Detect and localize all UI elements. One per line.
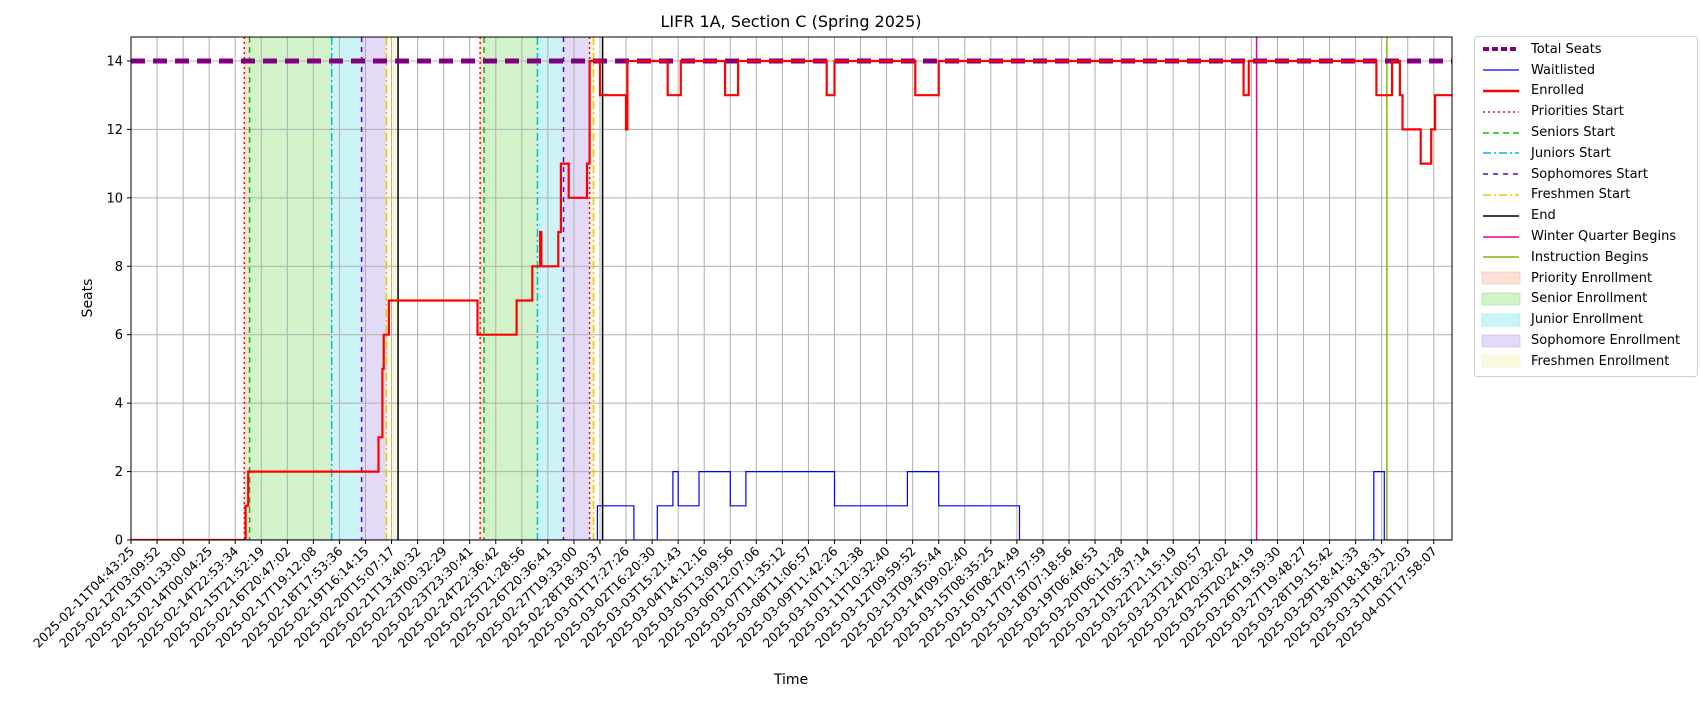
legend-item: Sophomore Enrollment xyxy=(1481,330,1691,351)
series-line-waitlisted xyxy=(131,471,1452,540)
series-line-enrolled xyxy=(131,59,1452,540)
legend-swatch xyxy=(1481,354,1521,368)
legend-swatch xyxy=(1481,42,1521,56)
legend-item: Juniors Start xyxy=(1481,143,1691,164)
legend-swatch xyxy=(1481,146,1521,160)
legend-label: Sophomore Enrollment xyxy=(1531,333,1681,349)
legend-item: Enrolled xyxy=(1481,81,1691,102)
phase-span-junior-enrollment xyxy=(331,37,362,540)
y-tick-label: 12 xyxy=(106,123,123,138)
legend-item: Total Seats xyxy=(1481,39,1691,60)
legend-item: Senior Enrollment xyxy=(1481,289,1691,310)
legend-label: Seniors Start xyxy=(1531,125,1616,141)
legend-item: Freshmen Start xyxy=(1481,185,1691,206)
phase-span-sophomore-enrollment xyxy=(563,37,590,540)
legend-label: Enrolled xyxy=(1531,83,1584,99)
y-tick-label: 14 xyxy=(106,54,123,69)
legend-item: Seniors Start xyxy=(1481,122,1691,143)
legend-label: Sophomores Start xyxy=(1531,166,1648,182)
legend-swatch xyxy=(1481,271,1521,285)
legend-item: Instruction Begins xyxy=(1481,247,1691,268)
chart-title: LIFR 1A, Section C (Spring 2025) xyxy=(660,12,921,31)
phase-span-senior-enrollment xyxy=(249,37,332,540)
legend-item: Waitlisted xyxy=(1481,60,1691,81)
phase-span-freshmen-enrollment xyxy=(386,37,399,540)
legend-swatch xyxy=(1481,126,1521,140)
legend-item: Priorities Start xyxy=(1481,101,1691,122)
x-axis-label: Time xyxy=(773,672,808,688)
plot-area xyxy=(131,37,1452,540)
legend-item: Freshmen Enrollment xyxy=(1481,351,1691,372)
legend-swatch xyxy=(1481,167,1521,181)
legend-label: Winter Quarter Begins xyxy=(1531,229,1677,245)
legend-swatch xyxy=(1481,84,1521,98)
y-tick-label: 2 xyxy=(115,465,123,480)
legend-item: End xyxy=(1481,205,1691,226)
legend-swatch xyxy=(1481,292,1521,306)
phase-span-priority-enrollment xyxy=(244,37,250,540)
legend-label: Waitlisted xyxy=(1531,62,1596,78)
y-axis-label: Seats xyxy=(80,279,96,318)
legend-label: End xyxy=(1531,208,1556,224)
legend-item: Junior Enrollment xyxy=(1481,309,1691,330)
y-tick-label: 6 xyxy=(115,328,123,343)
legend-swatch xyxy=(1481,230,1521,244)
y-tick-label: 4 xyxy=(115,397,123,412)
legend-swatch xyxy=(1481,105,1521,119)
legend-label: Juniors Start xyxy=(1531,145,1611,161)
legend-swatch xyxy=(1481,250,1521,264)
legend-label: Senior Enrollment xyxy=(1531,291,1648,307)
phase-span-junior-enrollment xyxy=(537,37,564,540)
legend-item: Sophomores Start xyxy=(1481,164,1691,185)
legend-label: Total Seats xyxy=(1531,41,1602,57)
phase-span-priority-enrollment xyxy=(480,37,485,540)
legend-swatch xyxy=(1481,188,1521,202)
legend-item: Priority Enrollment xyxy=(1481,268,1691,289)
legend-label: Freshmen Start xyxy=(1531,187,1631,203)
legend-label: Freshmen Enrollment xyxy=(1531,353,1670,369)
legend-label: Priority Enrollment xyxy=(1531,270,1653,286)
legend-swatch xyxy=(1481,209,1521,223)
legend-label: Instruction Begins xyxy=(1531,249,1649,265)
legend-swatch xyxy=(1481,313,1521,327)
plot-frame xyxy=(130,36,1453,541)
chart-legend: Total Seats Waitlisted Enrolled Priorities … xyxy=(1474,36,1698,377)
phase-span-freshmen-enrollment xyxy=(589,37,594,540)
y-tick-label: 8 xyxy=(115,260,123,275)
legend-item: Winter Quarter Begins xyxy=(1481,226,1691,247)
legend-label: Junior Enrollment xyxy=(1531,312,1644,328)
y-tick-label: 0 xyxy=(115,534,123,549)
legend-swatch xyxy=(1481,334,1521,348)
y-tick-label: 10 xyxy=(106,191,123,206)
chart-canvas: LIFR 1A, Section C (Spring 2025) Seats T… xyxy=(30,12,1453,688)
phase-span-senior-enrollment xyxy=(484,37,538,540)
legend-swatch xyxy=(1481,63,1521,77)
legend-label: Priorities Start xyxy=(1531,104,1624,120)
